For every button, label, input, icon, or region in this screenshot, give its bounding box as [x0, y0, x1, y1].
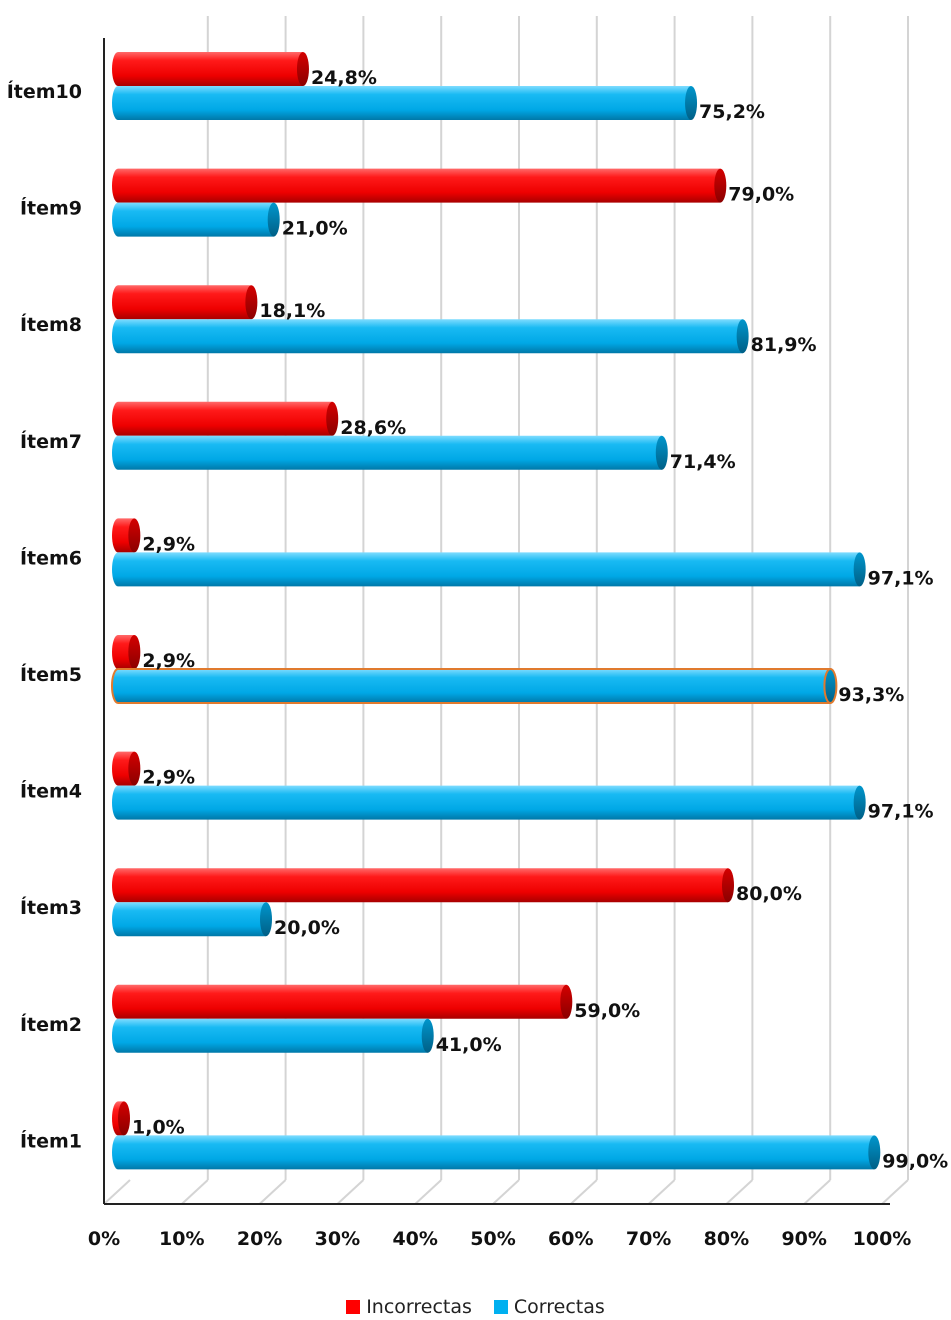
gridline-floor: [803, 1179, 831, 1205]
bar-incorrectas: [112, 751, 141, 786]
data-label: 20,0%: [274, 917, 340, 939]
legend-item-incorrectas: Incorrectas: [346, 1296, 472, 1318]
data-label: 75,2%: [699, 101, 765, 123]
gridline-floor: [103, 1179, 131, 1205]
data-label: 81,9%: [751, 334, 817, 356]
category-label: Ítem2: [20, 1013, 82, 1036]
data-label: 80,0%: [736, 883, 802, 905]
bar-correctas: [112, 319, 749, 354]
gridline-floor: [258, 1179, 287, 1205]
x-tick-label: 40%: [392, 1228, 437, 1250]
x-tick-label: 90%: [781, 1228, 826, 1250]
bar-incorrectas: [112, 984, 573, 1019]
x-tick-label: 100%: [853, 1228, 912, 1250]
bar-incorrectas: [112, 168, 727, 203]
category-label: Ítem8: [20, 313, 82, 336]
gridline-floor: [414, 1179, 442, 1205]
x-tick-label: 80%: [704, 1228, 749, 1250]
bar-correctas: [112, 552, 866, 587]
category-label: Ítem9: [20, 197, 82, 220]
bar-correctas: [112, 785, 866, 820]
data-label: 2,9%: [142, 533, 195, 555]
x-tick-label: 20%: [237, 1228, 282, 1250]
bar-incorrectas: [112, 1101, 130, 1136]
x-tick-label: 60%: [548, 1228, 593, 1250]
bar-incorrectas: [112, 52, 309, 86]
category-label: Ítem10: [7, 80, 82, 103]
gridline-floor: [647, 1179, 676, 1205]
gridline-floor: [492, 1179, 520, 1205]
category-label: Ítem5: [20, 663, 82, 686]
gridline-floor: [181, 1179, 209, 1205]
category-label: Ítem6: [20, 546, 82, 569]
bar-incorrectas: [112, 635, 141, 669]
bar-incorrectas: [112, 285, 258, 320]
x-tick-label: 0%: [88, 1228, 120, 1250]
x-tick-label: 10%: [159, 1228, 204, 1250]
category-label: Ítem4: [20, 780, 82, 803]
data-label: 28,6%: [340, 417, 406, 439]
x-tick-label: 30%: [315, 1228, 360, 1250]
data-label: 93,3%: [838, 684, 904, 706]
bar-correctas: [112, 202, 280, 237]
data-label: 99,0%: [882, 1150, 948, 1172]
gridline-floor: [336, 1179, 365, 1205]
category-label: Ítem1: [20, 1129, 82, 1152]
bar-incorrectas: [112, 401, 339, 436]
data-label: 2,9%: [142, 650, 195, 672]
legend-swatch-incorrectas: [346, 1300, 361, 1314]
legend: Incorrectas Correctas: [0, 1296, 951, 1318]
data-label: 97,1%: [868, 801, 934, 823]
data-label: 1,0%: [132, 1116, 185, 1138]
bar-correctas: [112, 902, 272, 937]
data-label: 41,0%: [436, 1034, 502, 1056]
bar-correctas: [112, 435, 668, 470]
legend-label-correctas: Correctas: [513, 1296, 605, 1318]
data-label: 71,4%: [670, 451, 736, 473]
gridline-floor: [725, 1179, 754, 1205]
category-label: Ítem7: [20, 430, 82, 453]
bar-correctas: [111, 668, 838, 704]
gridline-floor: [570, 1179, 598, 1205]
data-label: 21,0%: [282, 218, 348, 240]
bar-incorrectas: [112, 868, 734, 903]
data-label: 79,0%: [728, 184, 794, 206]
legend-swatch-correctas: [493, 1300, 508, 1314]
bar-correctas: [111, 1018, 434, 1053]
data-label: 2,9%: [142, 767, 195, 789]
gridline-floor: [881, 1179, 909, 1205]
data-label: 24,8%: [311, 67, 377, 89]
bar-incorrectas: [112, 518, 141, 553]
x-tick-label: 70%: [626, 1228, 671, 1250]
legend-label-incorrectas: Incorrectas: [366, 1296, 472, 1318]
data-label: 18,1%: [259, 300, 325, 322]
bar-correctas: [112, 1135, 881, 1170]
bar-correctas: [112, 86, 698, 120]
data-label: 97,1%: [868, 567, 934, 589]
x-tick-label: 50%: [470, 1228, 515, 1250]
data-label: 59,0%: [574, 1000, 640, 1022]
category-label: Ítem3: [20, 896, 82, 919]
legend-item-correctas: Correctas: [493, 1296, 605, 1318]
